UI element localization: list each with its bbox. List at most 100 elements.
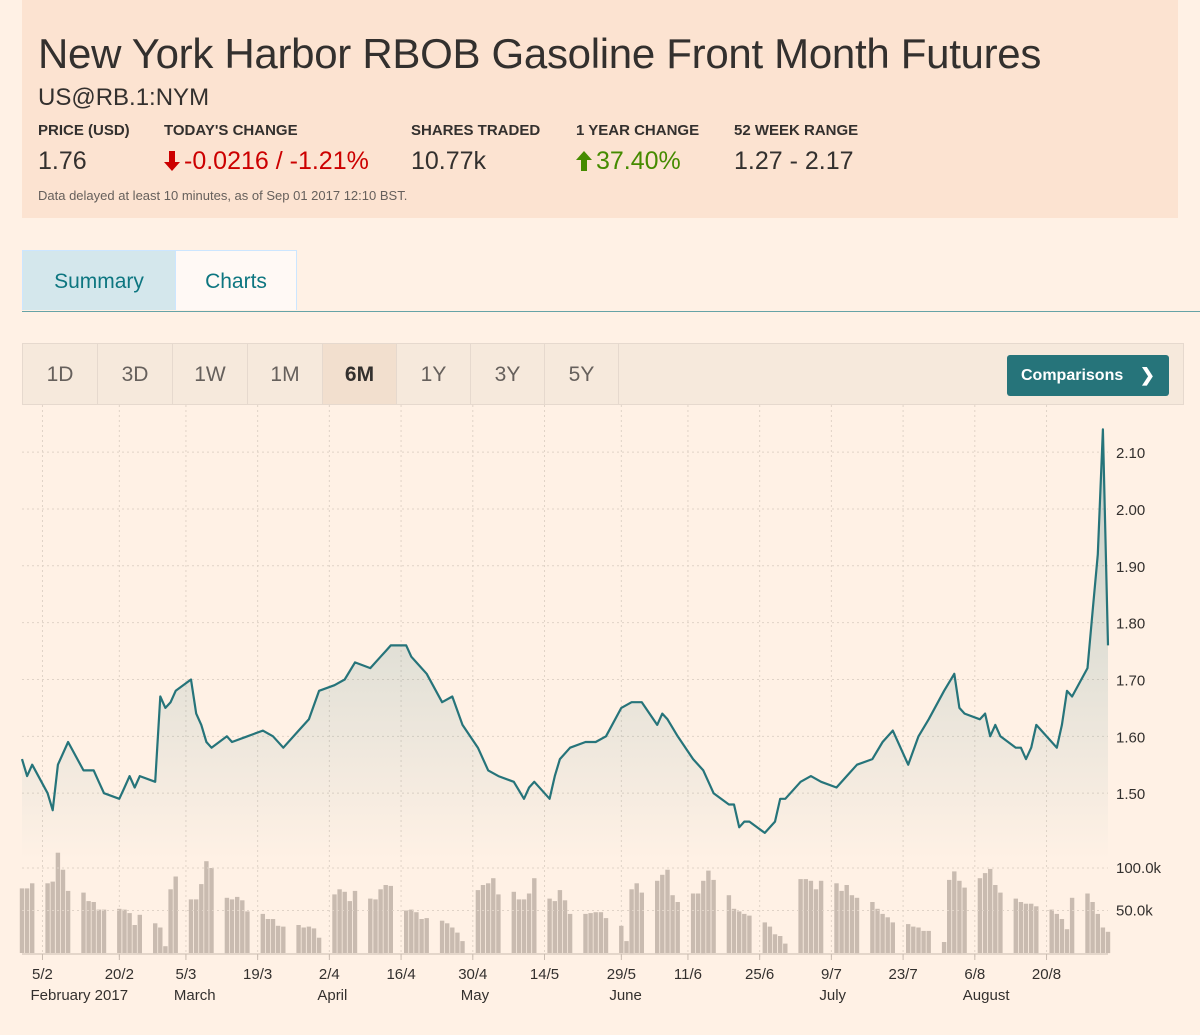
price-point: [31, 764, 33, 766]
price-point: [513, 781, 515, 783]
x-tick-label: 30/4: [458, 966, 487, 983]
x-tick-label: 5/2: [32, 966, 53, 983]
range-3y[interactable]: 3Y: [471, 344, 545, 404]
price-point: [1056, 747, 1058, 749]
price-point: [124, 787, 126, 789]
price-point: [856, 764, 858, 766]
range-6m[interactable]: 6M: [323, 344, 397, 404]
volume-bar: [870, 902, 875, 953]
tab-summary[interactable]: Summary: [22, 250, 176, 310]
price-point: [93, 769, 95, 771]
volume-bar: [158, 927, 163, 953]
stat-value-wrap: 37.40%: [576, 147, 699, 176]
price-point: [871, 758, 873, 760]
price-point: [800, 781, 802, 783]
volume-bar: [137, 914, 142, 954]
price-point: [298, 730, 300, 732]
volume-tick-label: 100.0k: [1116, 860, 1162, 877]
volume-bar: [24, 888, 30, 953]
volume-bar: [332, 894, 337, 953]
stat-value: 1.76: [38, 147, 87, 175]
x-tick-label: 23/7: [888, 966, 917, 983]
volume-bar: [475, 890, 481, 953]
price-point: [738, 826, 740, 828]
volume-bar: [598, 912, 604, 953]
price-point: [118, 798, 120, 800]
stat-value-wrap: -0.0216 / -1.21%: [164, 147, 369, 176]
volume-bar: [916, 927, 921, 953]
volume-bar: [906, 924, 911, 953]
volume-bar: [557, 890, 563, 953]
x-month-label: April: [317, 987, 347, 1004]
range-1m[interactable]: 1M: [248, 344, 323, 404]
price-point: [369, 667, 371, 669]
stat-value: 10.77k: [411, 147, 487, 175]
volume-bar: [81, 892, 86, 953]
price-point: [1061, 724, 1063, 726]
volume-bar: [921, 930, 926, 953]
volume-bar: [952, 871, 957, 953]
volume-bar: [173, 876, 178, 953]
range-1w[interactable]: 1W: [173, 344, 248, 404]
volume-bar: [270, 919, 276, 953]
price-point: [170, 701, 172, 703]
volume-bar: [101, 909, 107, 953]
y-tick-label: 1.60: [1116, 729, 1145, 746]
price-point: [979, 718, 981, 720]
volume-bar: [168, 889, 173, 954]
volume-bar: [993, 885, 998, 953]
volume-bar: [552, 901, 557, 953]
x-month-label: August: [963, 987, 1011, 1004]
volume-bar: [122, 909, 127, 953]
volume-bar: [1064, 929, 1070, 953]
price-point: [211, 747, 213, 749]
y-tick-label: 1.50: [1116, 786, 1145, 803]
price-point: [713, 792, 715, 794]
volume-bar: [1085, 893, 1090, 953]
price-point: [764, 832, 766, 834]
volume-bar: [1059, 919, 1065, 953]
price-point: [953, 673, 955, 675]
price-point: [928, 718, 930, 720]
price-point: [810, 775, 812, 777]
price-point: [846, 775, 848, 777]
price-point: [733, 804, 735, 806]
price-point: [334, 684, 336, 686]
volume-bar: [675, 902, 680, 953]
price-point: [1087, 667, 1089, 669]
volume-bar: [91, 902, 96, 953]
tab-charts[interactable]: Charts: [175, 250, 297, 310]
price-point: [231, 741, 233, 743]
stat-label: SHARES TRADED: [411, 122, 541, 139]
price-point: [769, 826, 771, 828]
volume-bar: [588, 913, 593, 953]
range-5y[interactable]: 5Y: [545, 344, 619, 404]
x-month-label: June: [609, 987, 642, 1004]
range-1y[interactable]: 1Y: [397, 344, 471, 404]
volume-bar: [347, 901, 352, 953]
volume-bar: [96, 909, 101, 953]
price-point: [410, 656, 412, 658]
range-1d[interactable]: 1D: [23, 344, 98, 404]
price-point: [620, 707, 622, 709]
price-point: [994, 724, 996, 726]
price-point: [784, 798, 786, 800]
price-point: [964, 713, 966, 715]
tab-divider: [22, 311, 1200, 312]
price-point: [748, 821, 750, 823]
volume-bar: [655, 880, 660, 954]
price-point: [1035, 724, 1037, 726]
price-point: [57, 764, 59, 766]
stat-label: 52 WEEK RANGE: [734, 122, 859, 139]
volume-bar: [127, 913, 132, 953]
volume-bar: [1018, 902, 1024, 953]
volume-bar: [690, 893, 696, 953]
volume-bar: [593, 912, 598, 953]
range-3d[interactable]: 3D: [98, 344, 173, 404]
comparisons-button[interactable]: Comparisons ❯: [1007, 355, 1169, 396]
volume-bar: [885, 917, 890, 953]
volume-bar: [880, 913, 885, 953]
volume-bar: [296, 925, 301, 953]
volume-bar: [1090, 902, 1095, 953]
price-point: [405, 644, 407, 646]
